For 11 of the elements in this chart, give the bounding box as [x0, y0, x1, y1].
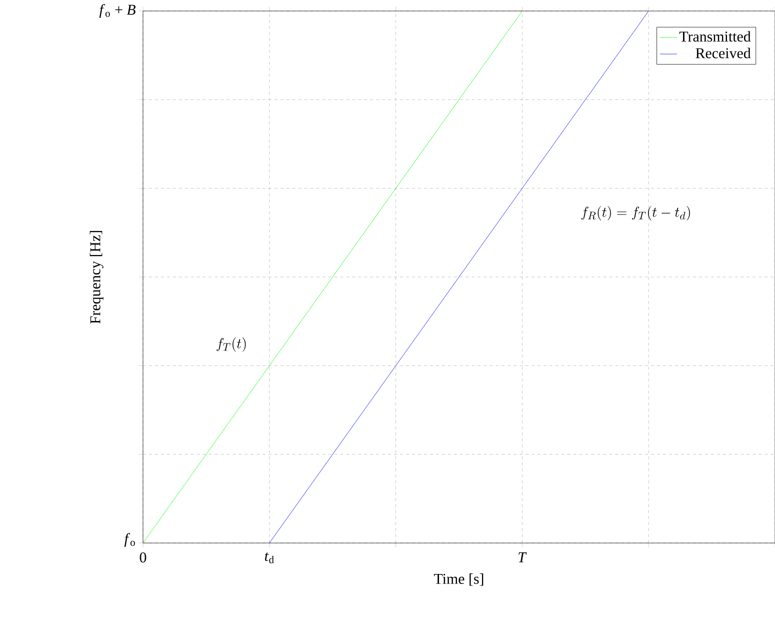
legend-label: Received	[696, 48, 751, 58]
x-tick-label: 0	[140, 552, 146, 563]
x-tick-label: T	[518, 552, 527, 562]
x-axis-title: Time [s]	[434, 573, 484, 586]
text: f$_{o}$ + B	[99, 4, 136, 18]
annotation: $f_T(t)$	[216, 337, 246, 352]
x-tick-label: t$_{d}$	[264, 552, 274, 564]
annotation: $f_R(t) = f_T(t - t_d)$	[581, 206, 690, 220]
text: f$_{o}$	[124, 533, 135, 547]
y-axis-title: Frequency [Hz]	[90, 231, 104, 324]
legend-label: Transmitted	[679, 31, 751, 42]
